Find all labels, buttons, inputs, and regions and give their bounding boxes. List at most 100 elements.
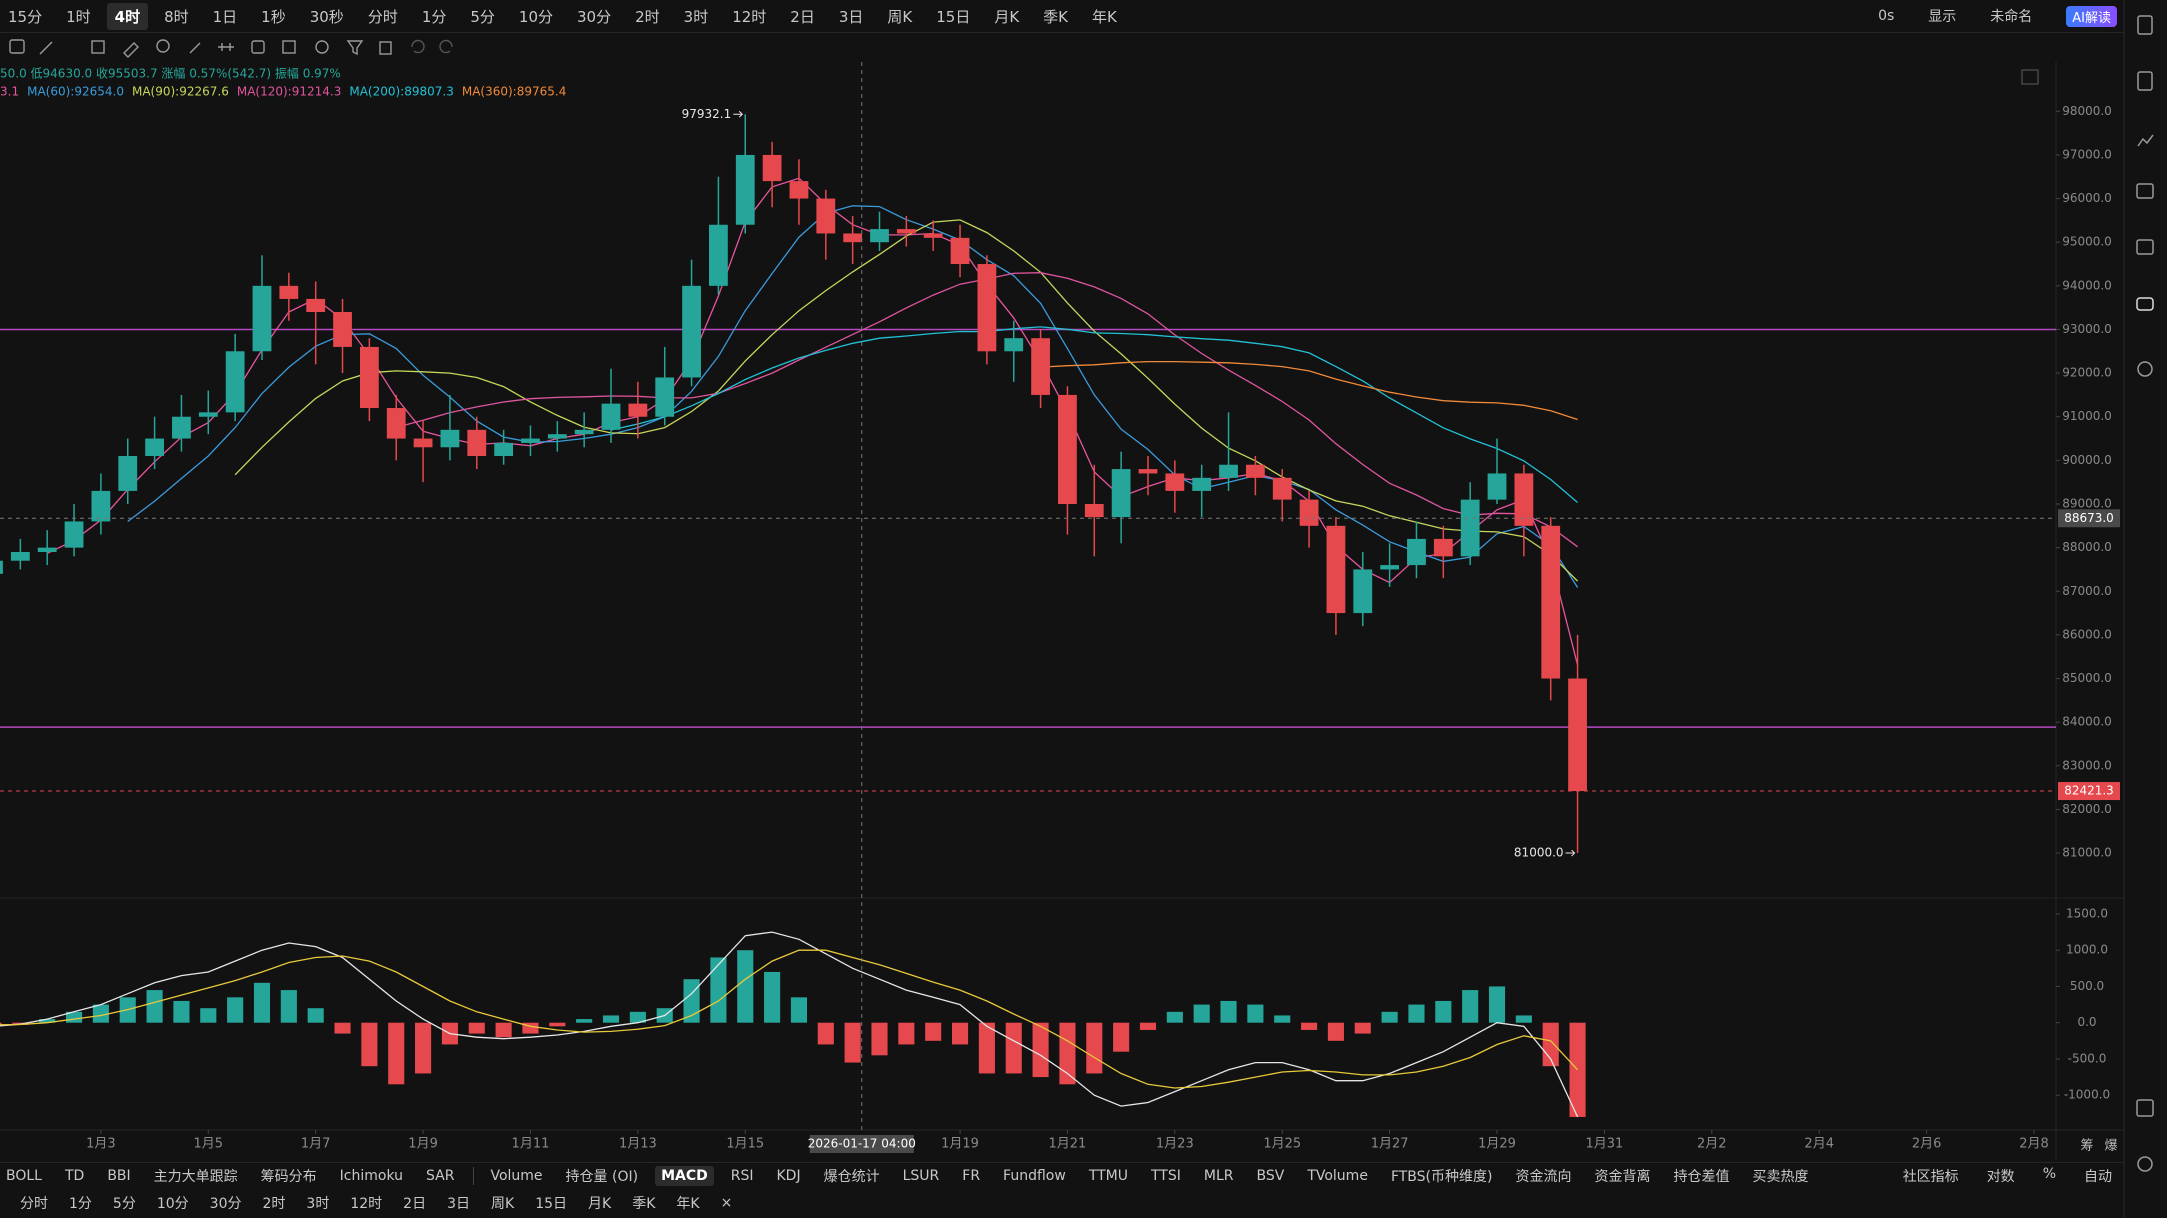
- indicator-tab[interactable]: 资金背离: [1594, 1169, 1651, 1185]
- indicator-tab[interactable]: MACD: [655, 1166, 714, 1186]
- interval-button[interactable]: 30秒: [309, 7, 344, 26]
- period-button[interactable]: 3日: [447, 1196, 471, 1212]
- interval-button[interactable]: 8时: [164, 7, 189, 26]
- candle-body: [306, 298, 326, 313]
- indicator-tab[interactable]: BBI: [107, 1168, 131, 1184]
- candle-body: [145, 438, 164, 457]
- interval-button[interactable]: 季K: [1043, 7, 1069, 26]
- macd-bar: [1354, 1022, 1371, 1034]
- indicator-option[interactable]: %: [2042, 1166, 2056, 1182]
- tool-button[interactable]: 显示: [1928, 9, 1957, 25]
- icon: [379, 41, 392, 55]
- interval-button[interactable]: 2时: [635, 7, 660, 26]
- period-button[interactable]: 2时: [262, 1196, 286, 1212]
- period-button[interactable]: 季K: [632, 1196, 656, 1212]
- tool-button[interactable]: AI解读: [2066, 5, 2117, 27]
- indicator-tab[interactable]: FTBS(币种维度): [1390, 1169, 1493, 1185]
- period-button[interactable]: 年K: [676, 1196, 700, 1212]
- tool-button[interactable]: 未命名: [1990, 9, 2033, 25]
- period-button[interactable]: 15日: [535, 1196, 568, 1212]
- y-tick-label: 93000.0: [2062, 322, 2112, 336]
- crosshair-y-label: 88673.0: [2064, 511, 2114, 525]
- interval-button[interactable]: 30分: [577, 7, 612, 26]
- indicator-tab[interactable]: 持仓差值: [1673, 1169, 1730, 1185]
- x-tick-label: 1月9: [408, 1137, 438, 1152]
- interval-button[interactable]: 3日: [838, 7, 864, 26]
- interval-button[interactable]: 10分: [518, 7, 554, 26]
- period-button[interactable]: 3时: [306, 1196, 330, 1212]
- y-tick-label: 88000.0: [2062, 540, 2112, 554]
- period-button[interactable]: 5分: [112, 1196, 136, 1212]
- candle-body: [64, 521, 84, 548]
- indicator-tab[interactable]: Volume: [490, 1168, 543, 1184]
- icon: [346, 40, 364, 56]
- period-button[interactable]: 1分: [69, 1196, 92, 1212]
- indicator-tab[interactable]: FR: [962, 1168, 981, 1184]
- indicator-tab[interactable]: 资金流向: [1515, 1169, 1572, 1185]
- indicator-tab[interactable]: 主力大单跟踪: [153, 1169, 238, 1185]
- x-tick-label: 1月29: [1478, 1137, 1516, 1152]
- interval-button[interactable]: 1日: [212, 7, 238, 26]
- interval-button[interactable]: 3时: [683, 7, 709, 26]
- tool-button[interactable]: 0s: [1878, 8, 1895, 24]
- macd-bar: [388, 1022, 405, 1085]
- indicator-tab[interactable]: LSUR: [902, 1168, 940, 1184]
- interval-button[interactable]: 5分: [470, 7, 495, 26]
- indicator-tab[interactable]: TTSI: [1151, 1168, 1181, 1184]
- indicator-tab[interactable]: TVolume: [1307, 1168, 1368, 1184]
- indicator-tab[interactable]: 买卖热度: [1752, 1169, 1809, 1185]
- indicator-tab[interactable]: 爆仓统计: [823, 1169, 880, 1185]
- candle-body: [601, 403, 621, 430]
- macd-bar: [1166, 1011, 1183, 1023]
- candle-body: [1487, 473, 1507, 500]
- indicator-tab[interactable]: Ichimoku: [339, 1168, 404, 1184]
- indicator-option[interactable]: 自动: [2084, 1169, 2112, 1185]
- interval-button[interactable]: 15分: [8, 7, 43, 26]
- candle-body: [1460, 499, 1480, 557]
- indicator-option[interactable]: 对数: [1986, 1169, 2015, 1185]
- candle-body: [1219, 464, 1238, 478]
- interval-button[interactable]: 15日: [936, 7, 971, 26]
- interval-button[interactable]: 12时: [732, 7, 767, 26]
- candle-body: [1245, 464, 1265, 478]
- interval-button[interactable]: 1分: [421, 7, 447, 26]
- indicator-tab[interactable]: RSI: [730, 1168, 754, 1184]
- indicator-tab[interactable]: 持仓量 (OI): [565, 1169, 639, 1185]
- candle-body: [10, 551, 30, 561]
- candle-body: [628, 403, 648, 417]
- interval-button[interactable]: 1秒: [261, 7, 286, 26]
- y-tick-label: 95000.0: [2062, 235, 2112, 249]
- period-button[interactable]: ×: [720, 1195, 733, 1211]
- indicator-option[interactable]: 社区指标: [1902, 1169, 1959, 1185]
- period-button[interactable]: 12时: [350, 1196, 383, 1212]
- period-button[interactable]: 分时: [20, 1196, 48, 1212]
- macd-bar: [764, 971, 781, 1023]
- macd-bar: [549, 1022, 566, 1027]
- period-button[interactable]: 10分: [156, 1196, 189, 1212]
- indicator-tab[interactable]: BSV: [1256, 1168, 1285, 1184]
- interval-button[interactable]: 4时: [106, 2, 149, 30]
- indicator-tab[interactable]: 筹码分布: [260, 1169, 317, 1185]
- icon: [2021, 69, 2039, 85]
- indicator-tab[interactable]: TTMU: [1088, 1168, 1128, 1184]
- period-button[interactable]: 30分: [209, 1196, 242, 1212]
- extreme-arrow: [1565, 849, 1576, 857]
- interval-button[interactable]: 分时: [367, 7, 398, 26]
- indicator-tab[interactable]: KDJ: [776, 1168, 801, 1184]
- period-button[interactable]: 月K: [588, 1196, 612, 1212]
- interval-button[interactable]: 1时: [66, 7, 91, 26]
- interval-button[interactable]: 月K: [994, 7, 1020, 26]
- period-button[interactable]: 2日: [403, 1196, 427, 1212]
- y-tick-label: 92000.0: [2062, 366, 2112, 380]
- indicator-tab[interactable]: BOLL: [6, 1168, 42, 1184]
- interval-button[interactable]: 2日: [790, 7, 815, 26]
- indicator-tab[interactable]: SAR: [426, 1168, 455, 1184]
- indicator-tab[interactable]: Fundflow: [1003, 1168, 1066, 1184]
- period-bar: 分时 1分 5分 10分 30分 2时 3时 12时 2日 3日 周K 15日 月K 季K 年K ×: [0, 1190, 920, 1216]
- indicator-tab[interactable]: TD: [64, 1168, 85, 1184]
- interval-button[interactable]: 周K: [887, 7, 913, 26]
- interval-button[interactable]: 年K: [1092, 7, 1117, 26]
- indicator-tab[interactable]: MLR: [1203, 1168, 1234, 1184]
- period-button[interactable]: 周K: [491, 1196, 515, 1212]
- candle-body: [789, 181, 809, 199]
